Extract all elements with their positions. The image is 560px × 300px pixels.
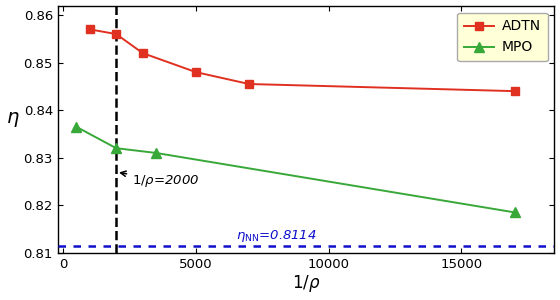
ADTN bbox=[139, 51, 146, 55]
ADTN bbox=[113, 32, 119, 36]
MPO bbox=[113, 146, 119, 150]
ADTN bbox=[193, 70, 199, 74]
Y-axis label: $\eta$: $\eta$ bbox=[6, 110, 19, 129]
MPO bbox=[511, 211, 518, 214]
Legend: ADTN, MPO: ADTN, MPO bbox=[457, 13, 548, 61]
X-axis label: $1/\rho$: $1/\rho$ bbox=[292, 273, 320, 294]
ADTN bbox=[86, 28, 93, 31]
Line: MPO: MPO bbox=[72, 122, 520, 217]
MPO bbox=[73, 125, 80, 129]
Text: $\eta_{\rm NN}$=0.8114: $\eta_{\rm NN}$=0.8114 bbox=[236, 229, 316, 244]
Line: ADTN: ADTN bbox=[86, 25, 519, 95]
ADTN bbox=[246, 82, 253, 86]
MPO bbox=[153, 151, 160, 155]
ADTN bbox=[511, 89, 518, 93]
Text: $1/\rho$=2000: $1/\rho$=2000 bbox=[120, 171, 199, 189]
